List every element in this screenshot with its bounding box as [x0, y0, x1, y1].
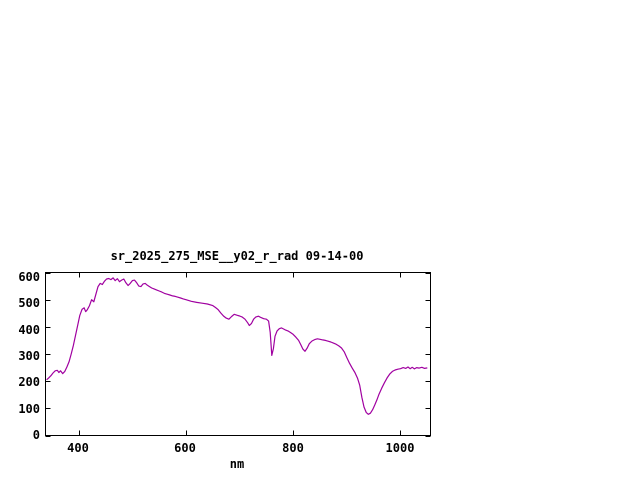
chart-title: sr_2025_275_MSE__y02_r_rad 09-14-00	[110, 249, 364, 263]
x-tick-label-400: 400	[67, 441, 89, 455]
x-tick-label-600: 600	[174, 441, 196, 455]
y-tick-label-600: 600	[18, 270, 40, 284]
y-tick-label-400: 400	[18, 323, 40, 337]
y-tick-label-500: 500	[18, 296, 40, 310]
x-tick-label-1000: 1000	[385, 441, 415, 455]
y-tick-label-100: 100	[18, 402, 40, 416]
y-tick-label-300: 300	[18, 349, 40, 363]
y-tick-label-200: 200	[18, 375, 40, 389]
x-axis-label: nm	[229, 457, 245, 471]
y-tick-label-0: 0	[32, 428, 40, 442]
x-tick-label-800: 800	[282, 441, 304, 455]
